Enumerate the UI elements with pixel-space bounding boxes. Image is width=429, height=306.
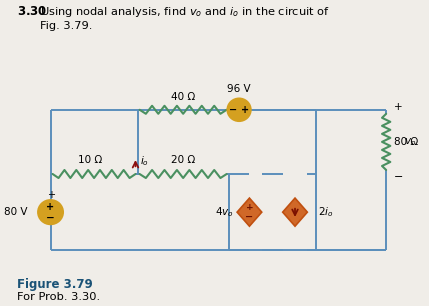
Text: $2i_o$: $2i_o$ bbox=[318, 205, 333, 219]
Text: Figure 3.79: Figure 3.79 bbox=[17, 278, 92, 291]
Text: Fig. 3.79.: Fig. 3.79. bbox=[40, 21, 93, 32]
Text: $4v_o$: $4v_o$ bbox=[215, 205, 234, 219]
Text: +: + bbox=[46, 202, 54, 212]
Text: $\mathbf{3.30}$: $\mathbf{3.30}$ bbox=[17, 6, 47, 18]
Text: +: + bbox=[241, 105, 249, 115]
Circle shape bbox=[38, 200, 63, 224]
Polygon shape bbox=[237, 198, 262, 226]
Text: −: − bbox=[46, 213, 55, 222]
Text: −: − bbox=[394, 172, 403, 182]
Text: −: − bbox=[229, 105, 237, 115]
Text: 80 V: 80 V bbox=[4, 207, 28, 217]
Text: For Prob. 3.30.: For Prob. 3.30. bbox=[17, 293, 100, 302]
Text: 40 Ω: 40 Ω bbox=[171, 92, 195, 102]
Circle shape bbox=[227, 99, 251, 121]
Text: +: + bbox=[394, 102, 402, 112]
Text: −: − bbox=[245, 212, 254, 222]
Text: +: + bbox=[47, 190, 55, 200]
Text: $i_o$: $i_o$ bbox=[139, 154, 148, 168]
Text: +: + bbox=[246, 203, 253, 212]
Polygon shape bbox=[283, 198, 307, 226]
Text: 80 Ω: 80 Ω bbox=[394, 137, 418, 147]
Text: Using nodal analysis, find $v_o$ and $i_o$ in the circuit of: Using nodal analysis, find $v_o$ and $i_… bbox=[40, 6, 330, 19]
Text: 20 Ω: 20 Ω bbox=[171, 155, 195, 165]
Text: 96 V: 96 V bbox=[227, 84, 251, 94]
Text: 10 Ω: 10 Ω bbox=[78, 155, 102, 165]
Text: $v_o$: $v_o$ bbox=[404, 136, 416, 148]
